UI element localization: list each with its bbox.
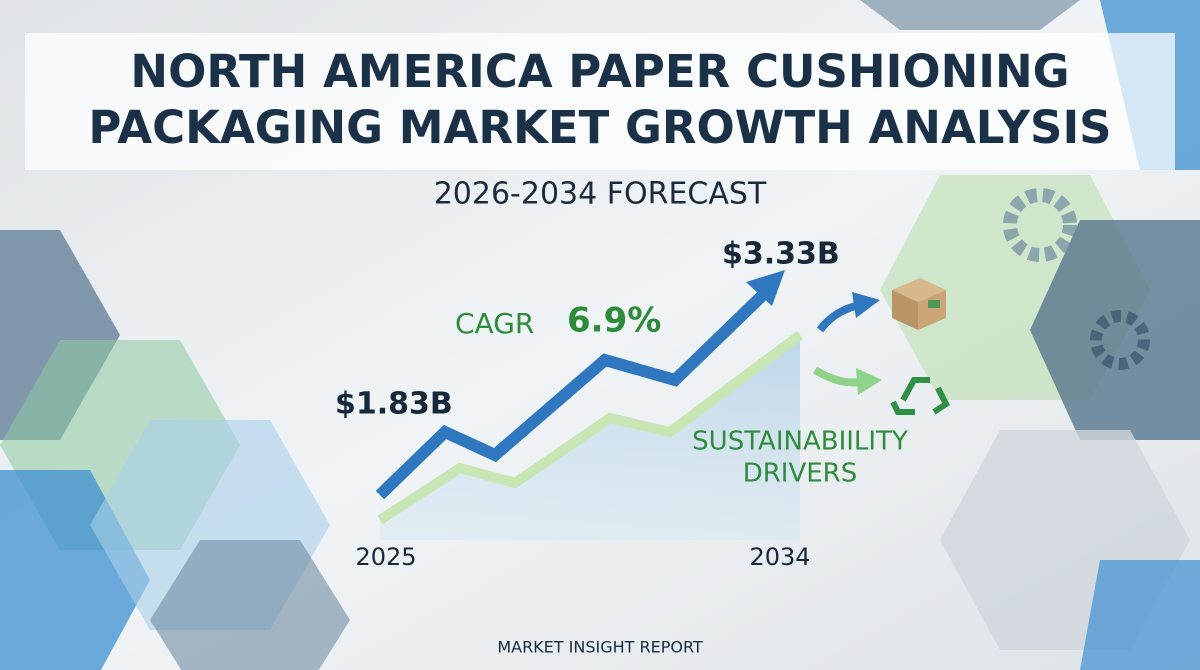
- end-year: 2034: [749, 543, 810, 571]
- title-box: [25, 33, 1175, 170]
- recycle-icon: [890, 377, 950, 415]
- start-year: 2025: [355, 543, 416, 571]
- arrow: [812, 366, 861, 387]
- start-value: $1.83B: [335, 387, 453, 422]
- growth-line: [375, 285, 773, 500]
- arrow-head: [852, 292, 880, 318]
- title-line: NORTH AMERICA PAPER CUSHIONING: [130, 45, 1069, 98]
- hexagon: [1030, 220, 1200, 440]
- growth-line: [377, 330, 803, 525]
- arrow-head: [746, 270, 785, 306]
- gear: [1090, 310, 1150, 370]
- hexagon: [1080, 560, 1200, 670]
- gear: [1003, 188, 1077, 262]
- driver-line: DRIVERS: [743, 459, 858, 489]
- subtitle: 2026-2034 FORECAST: [434, 177, 767, 212]
- driver-line: SUSTAINABIILITY: [692, 427, 908, 457]
- end-value: $3.33B: [722, 237, 840, 272]
- hexagon: [150, 540, 350, 670]
- footer: MARKET INSIGHT REPORT: [497, 638, 703, 657]
- cagr-label: CAGR: [455, 307, 534, 340]
- cagr-value: 6.9%: [567, 301, 661, 341]
- arrow-head: [856, 368, 882, 395]
- hexagon: [860, 0, 1080, 30]
- title-line: PACKAGING MARKET GROWTH ANALYSIS: [88, 101, 1111, 154]
- box-icon: [892, 278, 946, 330]
